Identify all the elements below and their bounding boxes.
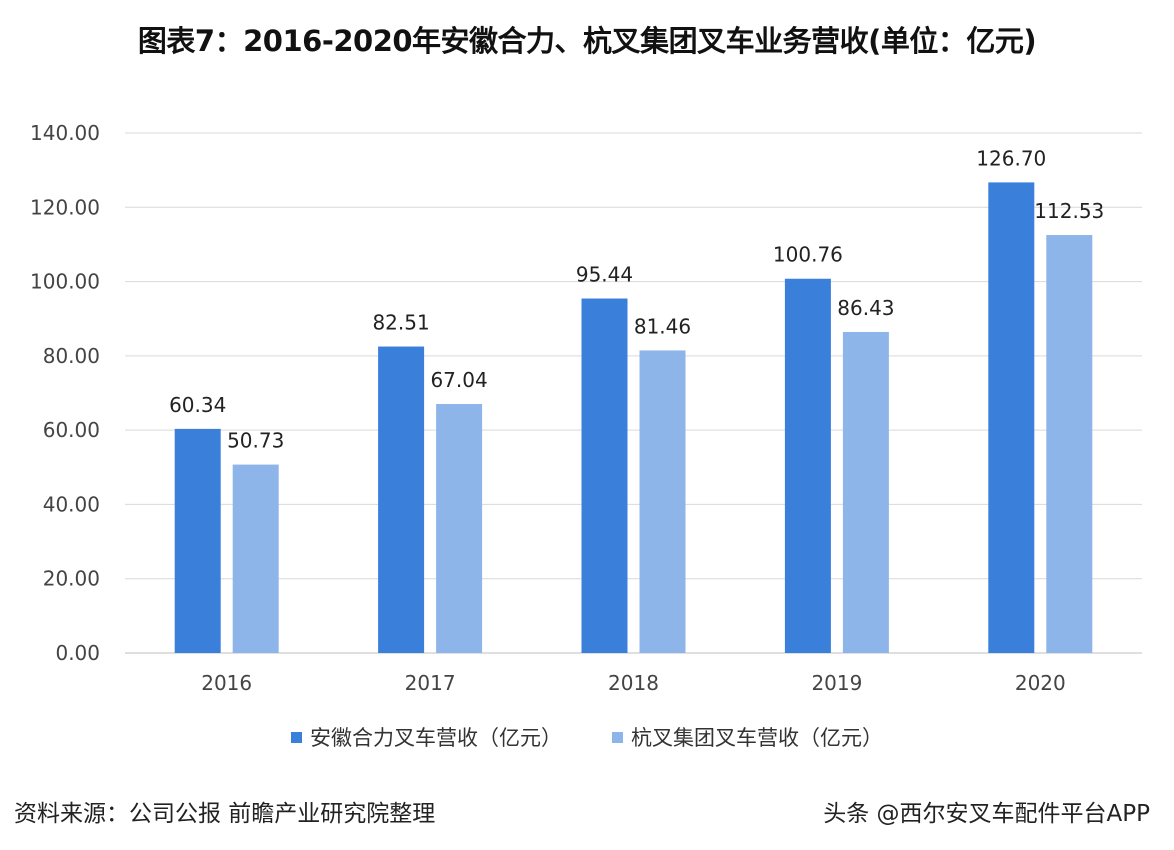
bar [842, 331, 889, 653]
y-tick-label: 0.00 [55, 641, 100, 665]
data-label: 50.73 [227, 429, 284, 453]
bar [988, 182, 1035, 653]
source-note: 资料来源：公司公报 前瞻产业研究院整理 [14, 801, 436, 827]
bar [378, 346, 425, 653]
data-label: 82.51 [372, 311, 429, 335]
bar [639, 350, 686, 653]
data-label: 95.44 [576, 263, 633, 287]
data-label: 126.70 [976, 146, 1046, 170]
y-tick-label: 80.00 [43, 344, 100, 368]
x-tick-label: 2019 [811, 671, 862, 695]
y-tick-label: 60.00 [43, 418, 100, 442]
legend: 安徽合力叉车营收（亿元） 杭叉集团叉车营收（亿元） [0, 722, 1174, 752]
y-tick-label: 120.00 [30, 195, 100, 219]
bar [436, 403, 483, 653]
chart-title: 图表7：2016-2020年安徽合力、杭叉集团叉车业务营收(单位：亿元) [137, 24, 1037, 58]
legend-item-0: 安徽合力叉车营收（亿元） [291, 722, 562, 752]
data-label: 81.46 [634, 314, 691, 338]
x-tick-label: 2020 [1015, 671, 1066, 695]
y-tick-label: 100.00 [30, 270, 100, 294]
legend-swatch [291, 731, 302, 743]
x-tick-label: 2017 [405, 671, 456, 695]
x-tick-label: 2018 [608, 671, 659, 695]
y-tick-label: 20.00 [43, 567, 100, 591]
x-tick-label: 2016 [201, 671, 252, 695]
bar [174, 428, 221, 653]
data-label: 67.04 [430, 368, 487, 392]
bar [581, 298, 628, 653]
data-label: 100.76 [773, 243, 843, 267]
y-tick-label: 40.00 [43, 492, 100, 516]
legend-label: 杭叉集团叉车营收（亿元） [631, 726, 883, 750]
y-tick-label: 140.00 [30, 121, 100, 145]
bar [232, 464, 279, 653]
data-label: 86.43 [837, 296, 894, 320]
bar [1046, 235, 1093, 653]
bar [784, 278, 831, 653]
data-label: 112.53 [1034, 199, 1104, 223]
legend-label: 安徽合力叉车营收（亿元） [310, 726, 562, 750]
watermark: 头条 @西尔安叉车配件平台APP [823, 801, 1150, 827]
data-label: 60.34 [169, 393, 226, 417]
legend-swatch [612, 731, 623, 743]
legend-item-1: 杭叉集团叉车营收（亿元） [612, 722, 883, 752]
